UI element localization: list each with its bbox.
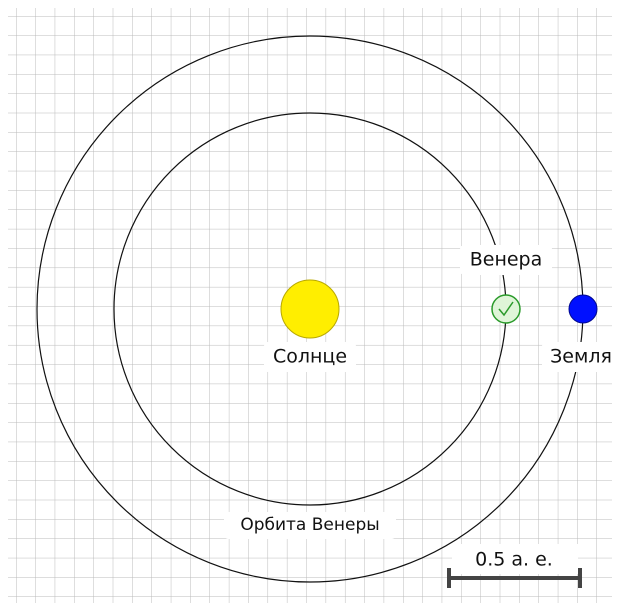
sun-label: Солнце bbox=[273, 346, 347, 368]
earth-label: Земля bbox=[550, 346, 612, 368]
earth bbox=[569, 295, 597, 323]
diagram: Венера Солнце Земля Орбита Венеры 0.5 а.… bbox=[0, 0, 618, 603]
venus-orbit-label: Орбита Венеры bbox=[240, 515, 379, 535]
venus-label: Венера bbox=[470, 249, 543, 271]
venus bbox=[492, 295, 520, 323]
scale-label: 0.5 а. е. bbox=[475, 549, 553, 571]
sun bbox=[281, 280, 339, 338]
